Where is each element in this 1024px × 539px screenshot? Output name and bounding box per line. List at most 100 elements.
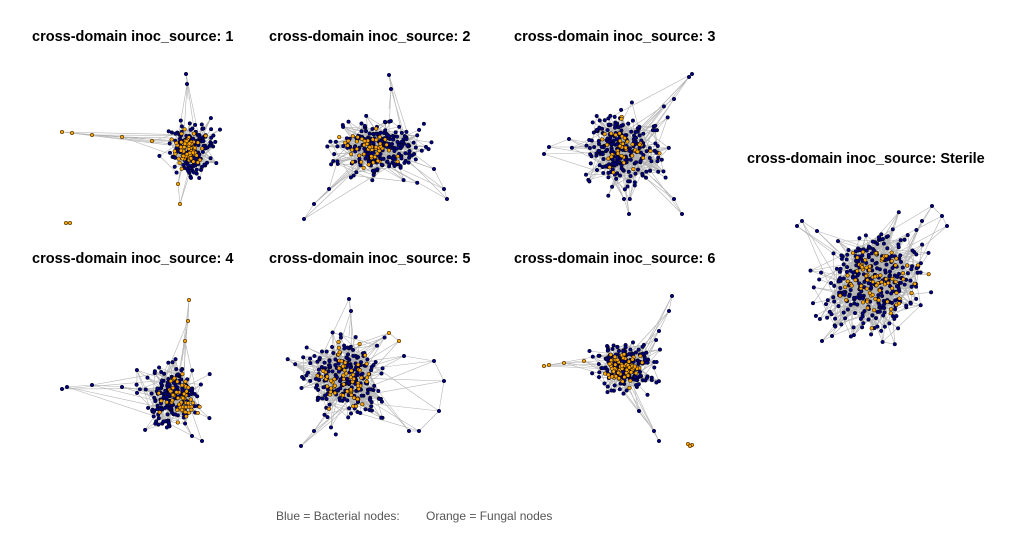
fungal-node [624, 367, 629, 372]
bacterial-node [615, 344, 620, 350]
bacterial-node [159, 381, 164, 386]
fungal-node [175, 379, 180, 384]
fungal-node [337, 350, 342, 355]
bacterial-node [860, 325, 865, 330]
fungal-node [348, 387, 353, 392]
edge [871, 315, 873, 329]
edge [433, 168, 445, 190]
bacterial-node [636, 347, 641, 352]
edge [388, 74, 415, 155]
fungal-node [191, 159, 196, 164]
fungal-node [170, 385, 176, 390]
fungal-node [169, 137, 174, 142]
bacterial-node [885, 290, 890, 295]
bacterial-node [376, 388, 381, 394]
bacterial-node [173, 357, 178, 362]
bacterial-node [626, 211, 632, 217]
bacterial-node [331, 159, 336, 164]
bacterial-node [341, 124, 346, 129]
bacterial-node [362, 123, 367, 128]
bacterial-node [359, 129, 364, 134]
bacterial-node [329, 162, 334, 167]
bacterial-node [653, 128, 658, 133]
edge [563, 360, 585, 364]
bacterial-node [152, 369, 157, 374]
fungal-node [375, 158, 380, 163]
bacterial-node [330, 369, 335, 374]
bacterial-node [193, 122, 198, 127]
fungal-node [191, 131, 196, 136]
bacterial-node [164, 395, 169, 400]
fungal-node [180, 383, 185, 388]
fungal-node [657, 151, 662, 156]
bacterial-node [671, 196, 677, 202]
bacterial-node [628, 347, 633, 352]
fungal-node [59, 129, 65, 135]
fungal-node [350, 379, 355, 384]
bacterial-node [312, 353, 317, 359]
fungal-node [332, 390, 338, 396]
bacterial-node [351, 353, 356, 358]
fungal-node [357, 153, 362, 158]
fungal-node [616, 370, 621, 375]
edge [623, 390, 640, 412]
bacterial-node [590, 354, 595, 359]
bacterial-node [207, 143, 212, 148]
bacterial-node [597, 370, 602, 375]
bacterial-node [319, 349, 325, 354]
bacterial-node [879, 328, 884, 333]
bacterial-node [630, 340, 636, 345]
bacterial-node [637, 133, 642, 138]
bacterial-node [385, 159, 390, 164]
edge [568, 138, 600, 152]
bacterial-node [209, 135, 214, 140]
bacterial-node [870, 313, 875, 318]
edge [300, 430, 315, 447]
bacterial-node [636, 408, 642, 414]
bacterial-node [119, 384, 125, 390]
bacterial-node [583, 172, 589, 177]
fungal-node [345, 389, 350, 394]
bacterial-node [163, 405, 168, 410]
bacterial-node [869, 251, 874, 256]
edge [181, 299, 190, 398]
fungal-node [361, 152, 367, 157]
edge [333, 160, 374, 176]
bacterial-node [359, 121, 364, 126]
bacterial-node [365, 357, 370, 362]
bacterial-node [322, 412, 327, 417]
fungal-node [607, 361, 612, 367]
panel-title: cross-domain inoc_source: 1 [32, 29, 234, 45]
bacterial-node [332, 152, 337, 157]
bacterial-node [621, 196, 627, 202]
bacterial-node [367, 397, 373, 402]
bacterial-node [605, 367, 610, 372]
edge [438, 380, 445, 412]
fungal-node [605, 142, 610, 147]
bacterial-node [189, 387, 194, 392]
edge [144, 417, 184, 431]
fungal-node [607, 165, 612, 170]
bacterial-node [890, 265, 895, 271]
fungal-node [349, 368, 354, 373]
edge [313, 158, 366, 205]
bacterial-node [413, 145, 418, 150]
fungal-node [364, 361, 369, 366]
bacterial-node [625, 184, 630, 189]
fungal-node [635, 149, 640, 154]
fungal-node [170, 393, 176, 398]
bacterial-node [842, 292, 847, 297]
fungal-node [175, 181, 181, 187]
bacterial-node [843, 316, 848, 321]
bacterial-node [609, 148, 614, 153]
edge [303, 203, 315, 220]
bacterial-node [379, 371, 384, 376]
bacterial-node [311, 201, 317, 207]
network-graph [59, 297, 212, 444]
fungal-node [356, 383, 361, 388]
fungal-node [164, 400, 169, 405]
fungal-node [186, 401, 191, 406]
edge [816, 230, 900, 259]
bacterial-node [208, 116, 213, 121]
bacterial-node [873, 316, 879, 321]
